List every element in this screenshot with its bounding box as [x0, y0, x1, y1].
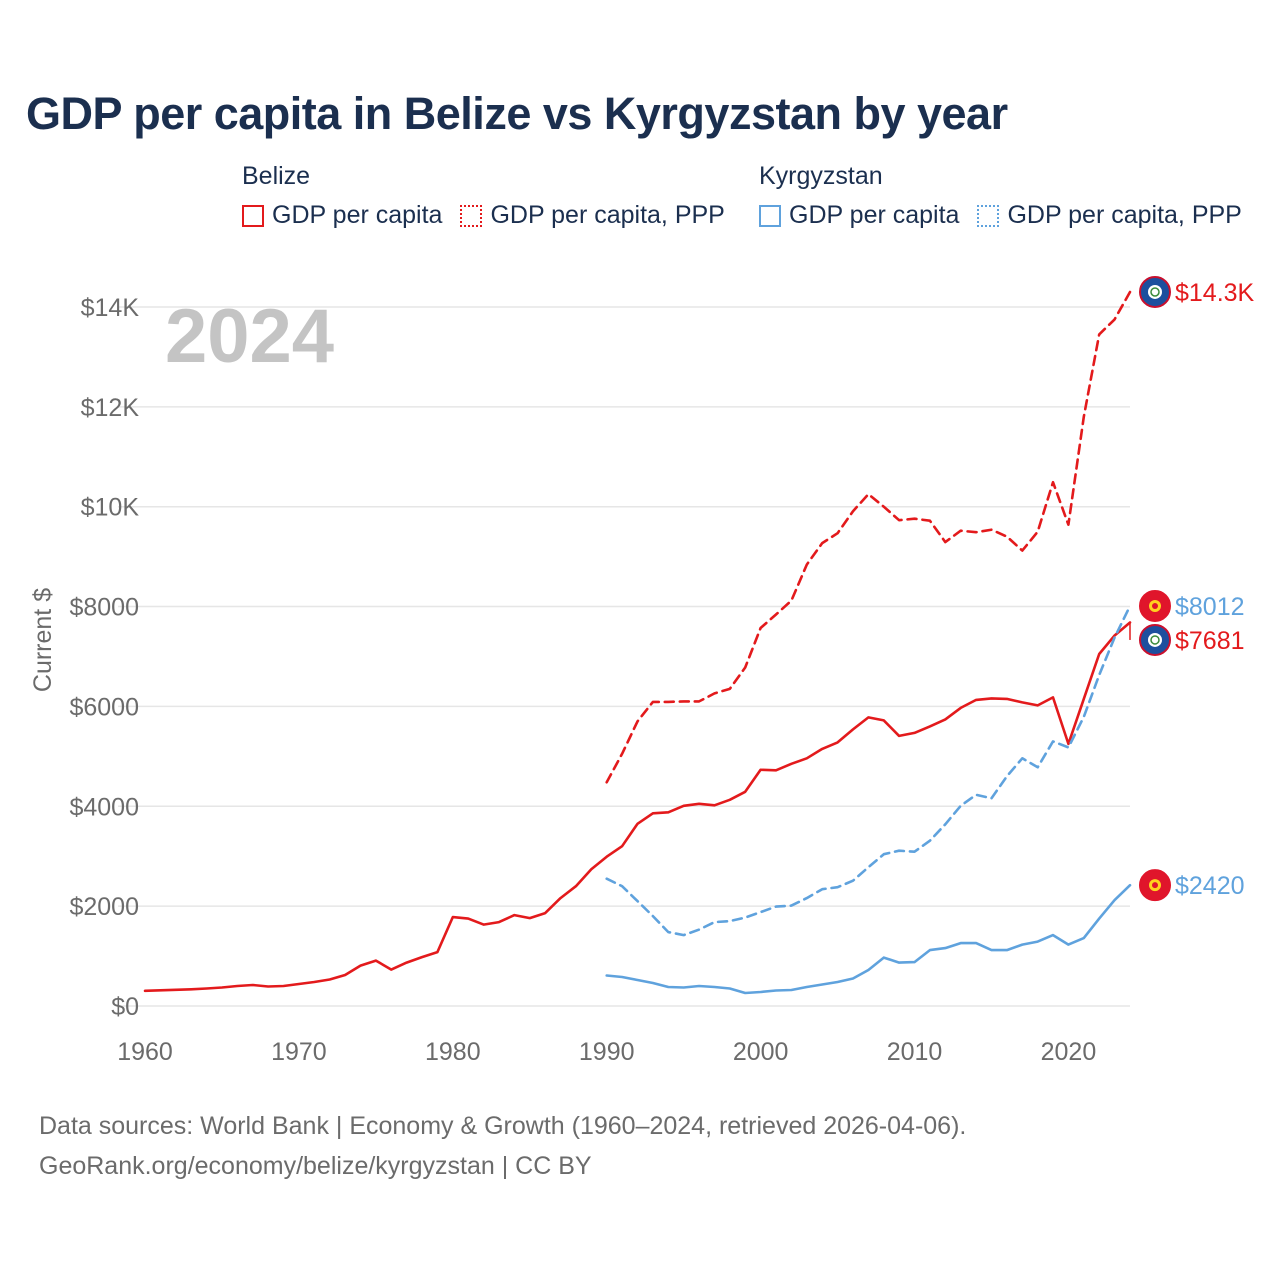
legend-group-title-belize: Belize — [242, 162, 311, 190]
y-tick-label: $14K — [81, 294, 140, 322]
flag-emblem-ring — [1150, 287, 1160, 297]
legend-label-kyrgyzstan-ppp: GDP per capita, PPP — [1007, 201, 1242, 229]
year-watermark: 2024 — [165, 294, 334, 379]
legend-item-kyrgyzstan-gdp[interactable]: GDP per capita — [759, 201, 959, 230]
y-tick-label: $0 — [111, 993, 139, 1021]
footer: Data sources: World Bank | Economy & Gro… — [39, 1106, 966, 1186]
legend-label-belize-gdp: GDP per capita — [272, 201, 443, 229]
y-tick-label: $2000 — [69, 893, 139, 921]
y-tick-label: $10K — [81, 494, 140, 522]
legend-group-kyrgyzstan: Kyrgyzstan GDP per capita GDP per capita… — [759, 162, 1242, 230]
legend-swatch-belize-ppp — [460, 204, 483, 227]
end-markers: $7681 $14.3K $2420 $8012 — [1129, 275, 1255, 902]
y-axis-ticks: $0 $2000 $4000 $6000 $8000 $10K $12K $14K — [69, 294, 139, 1021]
y-tick-label: $8000 — [69, 594, 139, 622]
legend-swatch-kyrgyzstan-gdp — [759, 204, 781, 227]
legend-item-belize-gdp[interactable]: GDP per capita — [242, 201, 442, 230]
series-lines — [143, 290, 1132, 995]
legend-swatch-kyrgyzstan-ppp — [977, 204, 1000, 227]
end-value-label: $14.3K — [1175, 279, 1255, 307]
legend-item-kyrgyzstan-ppp[interactable]: GDP per capita, PPP — [977, 201, 1242, 230]
legend-item-belize-ppp[interactable]: GDP per capita, PPP — [460, 201, 725, 230]
y-axis-label: Current $ — [29, 588, 57, 692]
y-tick-label: $12K — [81, 394, 140, 422]
grid-lines — [118, 306, 1130, 1007]
x-tick-label: 2020 — [1041, 1038, 1097, 1066]
x-tick-label: 2010 — [887, 1038, 943, 1066]
legend-label-kyrgyzstan-gdp: GDP per capita — [789, 201, 960, 229]
series-line-belize-gdp — [143, 621, 1132, 993]
x-tick-label: 1970 — [271, 1038, 327, 1066]
y-tick-label: $6000 — [69, 693, 139, 721]
x-tick-label: 1960 — [117, 1038, 173, 1066]
y-tick-label: $4000 — [69, 793, 139, 821]
flag-emblem-ring — [1150, 635, 1160, 645]
series-line-kyrgyzstan-gdp — [605, 883, 1132, 995]
chart-title: GDP per capita in Belize vs Kyrgyzstan b… — [26, 88, 1008, 139]
footer-credit[interactable]: GeoRank.org/economy/belize/kyrgyzstan | … — [39, 1152, 592, 1180]
end-value-label: $2420 — [1175, 872, 1245, 900]
legend-group-belize: Belize GDP per capita GDP per capita, PP… — [242, 162, 725, 230]
legend-swatch-belize-gdp — [242, 204, 264, 227]
x-axis-ticks: 1960 1970 1980 1990 2000 2010 2020 — [117, 1038, 1096, 1066]
series-line-kyrgyzstan-ppp — [605, 604, 1132, 937]
flag-sun-center — [1152, 882, 1158, 889]
legend-group-title-kyrgyzstan: Kyrgyzstan — [759, 162, 883, 190]
x-tick-label: 2000 — [733, 1038, 789, 1066]
flag-sun-center — [1152, 602, 1158, 609]
legend-label-belize-ppp: GDP per capita, PPP — [490, 201, 725, 229]
end-value-label: $8012 — [1175, 593, 1245, 621]
x-tick-label: 1990 — [579, 1038, 635, 1066]
line-chart: $0$2000$4000$6000$8000$10K$12K$14K 1960 1… — [29, 275, 1255, 1066]
footer-sources: Data sources: World Bank | Economy & Gro… — [39, 1112, 967, 1140]
series-line-belize-ppp — [605, 290, 1132, 784]
end-value-label: $7681 — [1175, 627, 1245, 655]
x-tick-label: 1980 — [425, 1038, 481, 1066]
flag-emblem — [1148, 632, 1162, 647]
flag-emblem — [1148, 284, 1162, 299]
